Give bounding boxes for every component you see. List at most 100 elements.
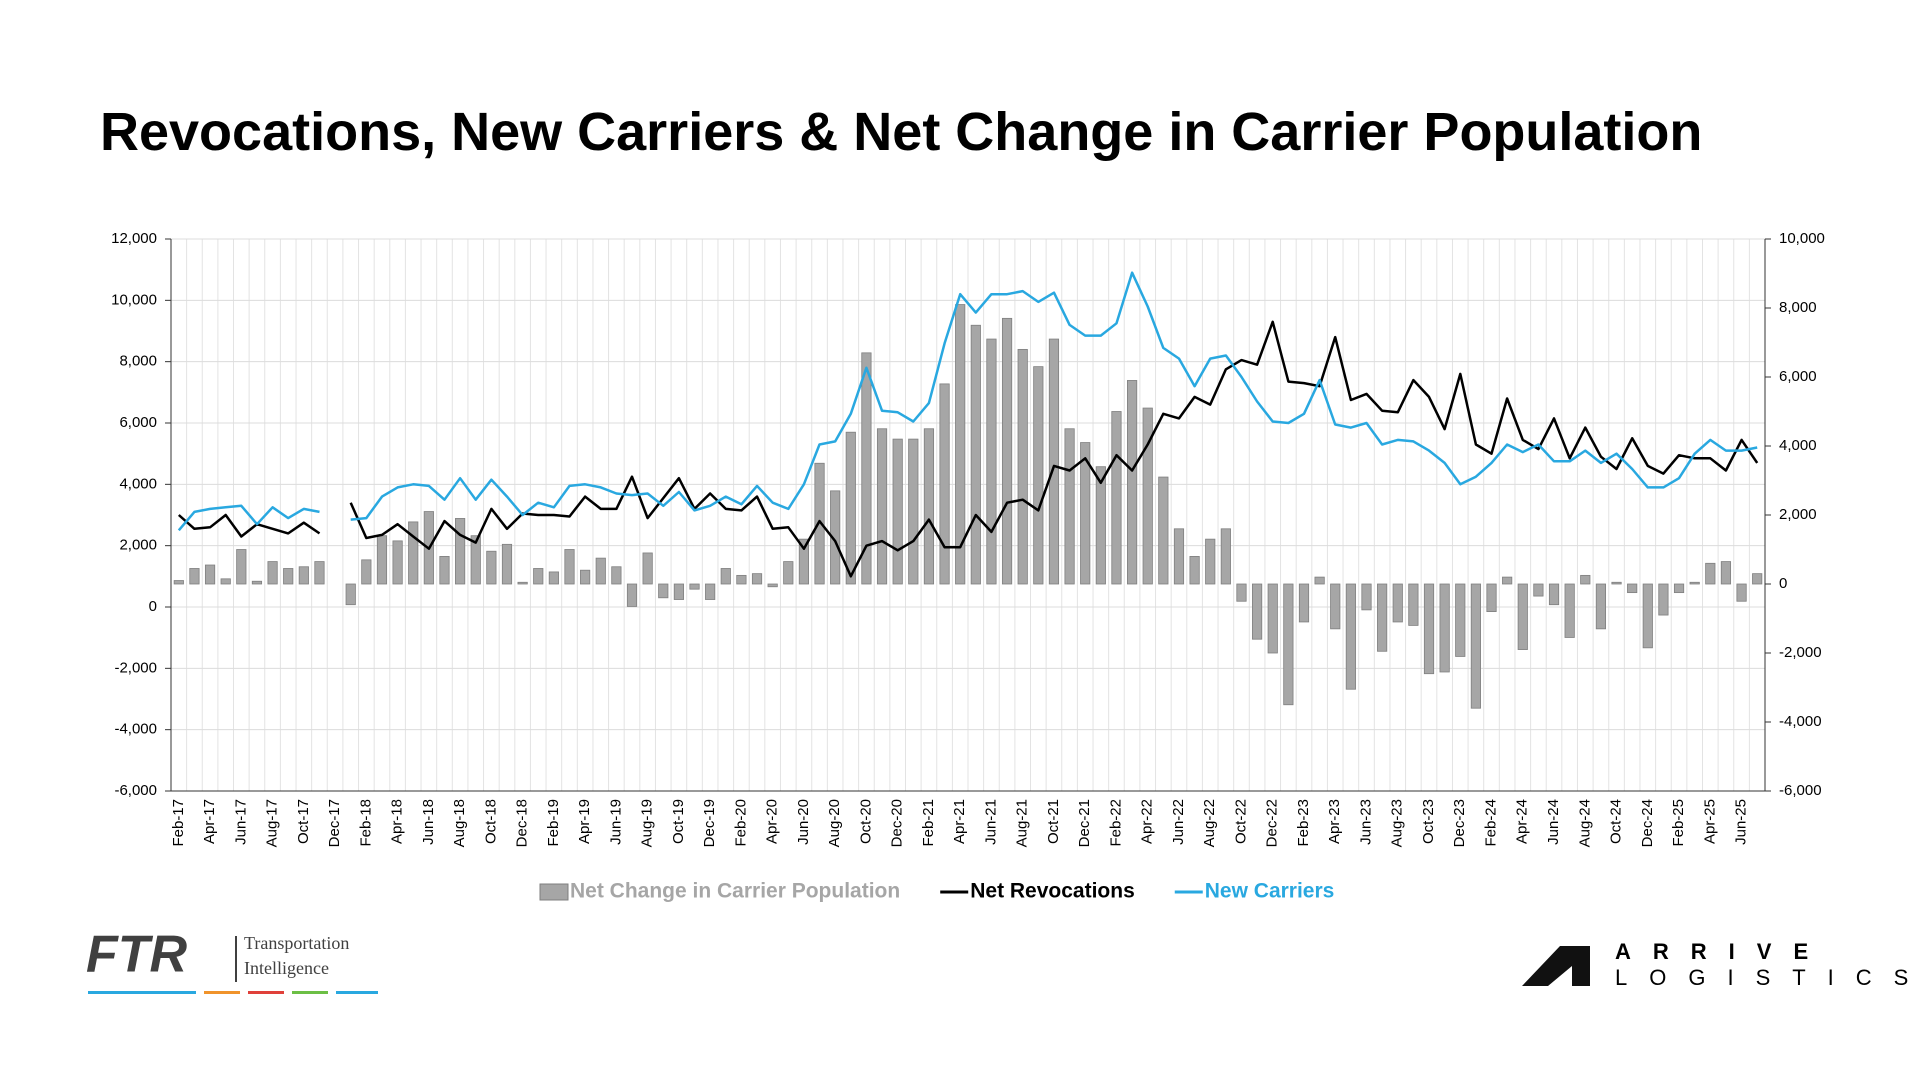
x-tick-label: Dec-17 <box>326 799 343 847</box>
bar <box>1033 366 1044 585</box>
bar <box>1752 573 1763 585</box>
bar <box>1252 583 1263 640</box>
bar <box>361 559 372 585</box>
x-tick-label: Aug-23 <box>1389 799 1406 847</box>
bar <box>892 438 903 585</box>
x-tick-label: Aug-19 <box>639 799 656 847</box>
arrive-logo: ARRIVE LOGISTICS <box>1522 939 1920 990</box>
bar <box>1423 583 1435 675</box>
x-tick-label: Apr-21 <box>951 799 968 844</box>
y-tick-label: 4,000 <box>119 475 157 492</box>
ftr-bar <box>88 991 196 994</box>
ftr-bar <box>248 991 284 994</box>
y2-tick-label: 10,000 <box>1779 230 1825 247</box>
bar <box>798 538 809 585</box>
bar <box>1689 581 1700 585</box>
bar <box>1236 583 1247 602</box>
line <box>177 271 1758 532</box>
x-tick-label: Oct-21 <box>1045 799 1062 844</box>
bar <box>470 535 481 585</box>
bar <box>658 583 669 599</box>
x-tick-label: Dec-22 <box>1264 799 1281 847</box>
bar <box>1283 583 1294 706</box>
bar <box>705 583 716 600</box>
y2-tick-label: -2,000 <box>1779 644 1822 661</box>
bar <box>517 581 528 585</box>
bar <box>283 568 294 585</box>
bar <box>1298 583 1310 623</box>
bar <box>1080 442 1091 585</box>
bar <box>1001 317 1013 585</box>
y-tick-label: 2,000 <box>119 537 157 554</box>
y2-tick-label: -4,000 <box>1779 713 1822 730</box>
bar <box>1189 556 1200 585</box>
y2-tick-label: 2,000 <box>1779 506 1817 523</box>
x-tick-label: Apr-25 <box>1701 799 1718 844</box>
x-tick-label: Jun-21 <box>982 799 999 845</box>
bar <box>1111 411 1122 585</box>
x-tick-label: Feb-22 <box>1107 799 1124 847</box>
y2-tick-label: 0 <box>1779 575 1787 592</box>
bar <box>1158 476 1169 585</box>
bar <box>923 428 935 585</box>
bar <box>908 438 919 585</box>
bar <box>345 583 356 606</box>
x-tick-label: Aug-22 <box>1201 799 1218 847</box>
bar <box>1720 561 1732 585</box>
x-tick-label: Jun-23 <box>1357 799 1374 845</box>
x-tick-label: Oct-18 <box>482 799 499 844</box>
bar <box>689 583 700 590</box>
bar <box>611 566 622 585</box>
bar <box>533 568 544 585</box>
y-tick-label: 8,000 <box>119 353 157 370</box>
y-tick-label: -2,000 <box>114 659 157 676</box>
bar <box>1455 583 1466 657</box>
x-tick-label: Feb-25 <box>1670 799 1687 847</box>
bar <box>1267 583 1278 654</box>
bar <box>1173 528 1185 585</box>
bar <box>189 568 200 585</box>
bar <box>455 518 466 585</box>
ftr-line2: Intelligence <box>244 958 329 978</box>
bar <box>580 569 591 585</box>
bar <box>1220 528 1231 585</box>
y2-tick-label: 4,000 <box>1779 437 1817 454</box>
bar <box>1361 583 1372 611</box>
y-tick-label: 10,000 <box>111 291 157 308</box>
bar <box>970 324 981 585</box>
x-tick-label: Jun-19 <box>607 799 624 845</box>
y-tick-label: 6,000 <box>119 414 157 431</box>
logistics-text: LOGISTICS <box>1615 965 1920 990</box>
bar <box>861 352 872 585</box>
x-tick-label: Dec-18 <box>514 799 531 847</box>
bar <box>1705 562 1716 585</box>
x-tick-label: Apr-17 <box>201 799 218 844</box>
x-tick-label: Feb-17 <box>170 799 187 847</box>
bar <box>1064 428 1075 585</box>
bar <box>1439 583 1450 673</box>
legend-label: New Carriers <box>1205 880 1335 903</box>
bar <box>1548 583 1560 606</box>
y2-tick-label: 6,000 <box>1779 368 1817 385</box>
bar <box>1345 583 1356 690</box>
bar <box>267 561 278 585</box>
x-tick-label: Aug-20 <box>826 799 843 847</box>
bar <box>1564 583 1575 638</box>
ftr-text: FTR <box>86 926 188 984</box>
line <box>177 320 1759 578</box>
bar <box>783 561 794 585</box>
bar <box>626 583 638 607</box>
x-tick-label: Jun-25 <box>1733 799 1750 845</box>
x-tick-label: Jun-17 <box>232 799 249 845</box>
bar <box>408 521 419 585</box>
ftr-line1: Transportation <box>244 933 349 953</box>
bar <box>1392 583 1403 623</box>
y-tick-label: -6,000 <box>114 782 157 799</box>
x-tick-label: Aug-21 <box>1014 799 1031 847</box>
bar <box>1595 583 1606 630</box>
bar <box>736 574 747 585</box>
x-tick-label: Aug-24 <box>1576 799 1593 847</box>
bar <box>486 550 497 585</box>
chart-title: Revocations, New Carriers & Net Change i… <box>100 102 1702 162</box>
